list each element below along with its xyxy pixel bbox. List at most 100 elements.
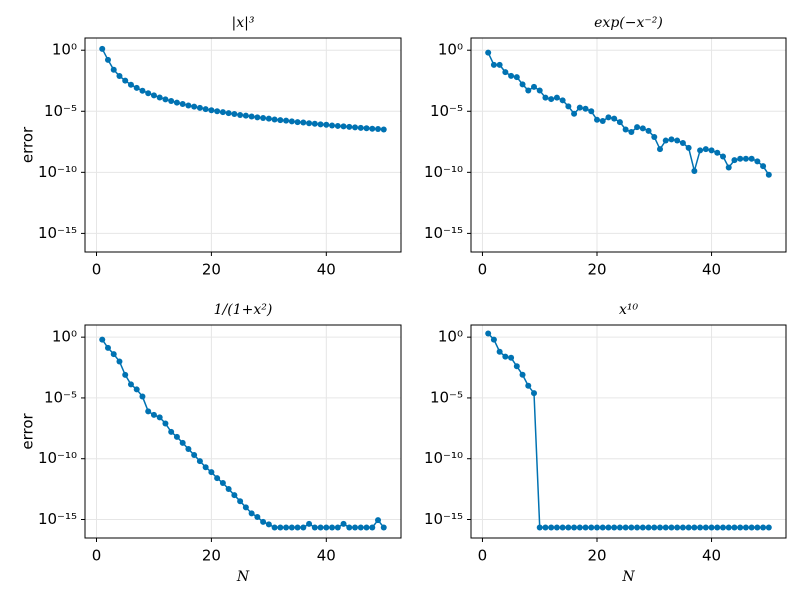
y-tick-label: 10⁻¹⁰	[38, 163, 77, 181]
data-point	[369, 524, 376, 531]
data-point	[156, 414, 163, 421]
data-point	[369, 125, 376, 132]
y-tick-label: 10⁻⁵	[430, 388, 463, 406]
data-point	[179, 439, 186, 446]
data-point	[375, 517, 382, 524]
data-point	[127, 381, 134, 388]
data-point	[622, 126, 629, 133]
data-point	[150, 92, 157, 99]
axes-frame	[84, 324, 402, 539]
data-point	[363, 125, 370, 132]
data-point	[294, 524, 301, 531]
data-point	[139, 87, 146, 94]
data-point	[697, 524, 704, 531]
y-tick-label: 10⁻¹⁵	[38, 224, 77, 242]
data-point	[565, 524, 572, 531]
x-axis-label: N	[621, 569, 635, 585]
data-point	[508, 354, 515, 361]
data-point	[110, 66, 117, 73]
data-point	[306, 120, 313, 127]
data-point	[576, 524, 583, 531]
data-point	[657, 146, 663, 153]
data-point	[346, 524, 353, 531]
data-point	[588, 108, 595, 115]
x-tick-label: 20	[587, 261, 606, 279]
data-point	[708, 147, 715, 154]
data-point	[536, 524, 543, 531]
data-point	[742, 524, 749, 531]
data-point	[611, 524, 618, 531]
data-point	[651, 133, 658, 140]
data-point	[375, 126, 382, 133]
data-point	[145, 90, 152, 97]
data-point	[559, 524, 566, 531]
data-point	[271, 116, 278, 123]
data-line	[101, 339, 385, 529]
data-point	[536, 87, 543, 94]
data-point	[513, 74, 520, 81]
data-point	[219, 480, 226, 487]
data-point	[168, 98, 175, 105]
data-point	[525, 87, 532, 94]
subplot-title: |x|³	[232, 15, 255, 31]
x-tick-label: 0	[478, 547, 488, 565]
data-point	[191, 103, 198, 110]
data-point	[162, 420, 169, 427]
data-point	[104, 56, 111, 63]
data-point	[231, 492, 238, 499]
data-point	[271, 524, 278, 531]
data-point	[668, 524, 675, 531]
data-point	[760, 163, 767, 170]
data-point	[582, 105, 589, 112]
y-tick-label: 10⁻⁵	[44, 388, 77, 406]
data-point	[679, 524, 686, 531]
y-tick-label: 10⁻¹⁰	[424, 163, 463, 181]
data-point	[191, 452, 198, 459]
data-point	[645, 524, 652, 531]
data-point	[720, 153, 726, 160]
data-point	[513, 363, 520, 370]
data-point	[196, 458, 203, 465]
y-tick-label: 10⁻¹⁰	[38, 449, 77, 467]
data-point	[265, 115, 272, 122]
data-point	[254, 514, 261, 521]
data-point	[260, 518, 267, 525]
x-tick-label: 40	[702, 547, 721, 565]
axes-frame	[470, 324, 787, 539]
y-tick-label: 10⁻⁵	[430, 102, 463, 120]
y-tick-label: 10⁻¹⁵	[424, 510, 463, 528]
data-point	[639, 125, 646, 132]
data-point	[168, 428, 175, 435]
data-point	[519, 81, 526, 88]
data-point	[127, 81, 134, 88]
data-point	[329, 524, 336, 531]
data-point	[748, 155, 755, 162]
y-tick-label: 10⁻¹⁰	[424, 449, 463, 467]
data-point	[525, 382, 532, 389]
data-point	[352, 124, 359, 131]
data-point	[231, 110, 238, 117]
data-point	[502, 69, 509, 76]
data-point	[651, 524, 658, 531]
data-point	[254, 114, 261, 121]
data-point	[173, 433, 180, 440]
data-point	[116, 73, 123, 80]
data-point	[225, 486, 232, 493]
data-point	[485, 49, 492, 56]
data-point	[323, 524, 330, 531]
data-point	[352, 524, 359, 531]
data-point	[702, 146, 709, 153]
data-point	[237, 111, 244, 118]
data-point	[714, 524, 721, 531]
data-point	[605, 114, 612, 121]
subplot-title: exp(−x⁻²)	[594, 15, 663, 31]
data-point	[208, 469, 215, 476]
data-point	[185, 102, 192, 109]
data-point	[594, 524, 600, 531]
y-axis-label: error	[19, 413, 37, 450]
data-point	[485, 330, 492, 337]
data-point	[179, 101, 186, 108]
data-point	[708, 524, 715, 531]
